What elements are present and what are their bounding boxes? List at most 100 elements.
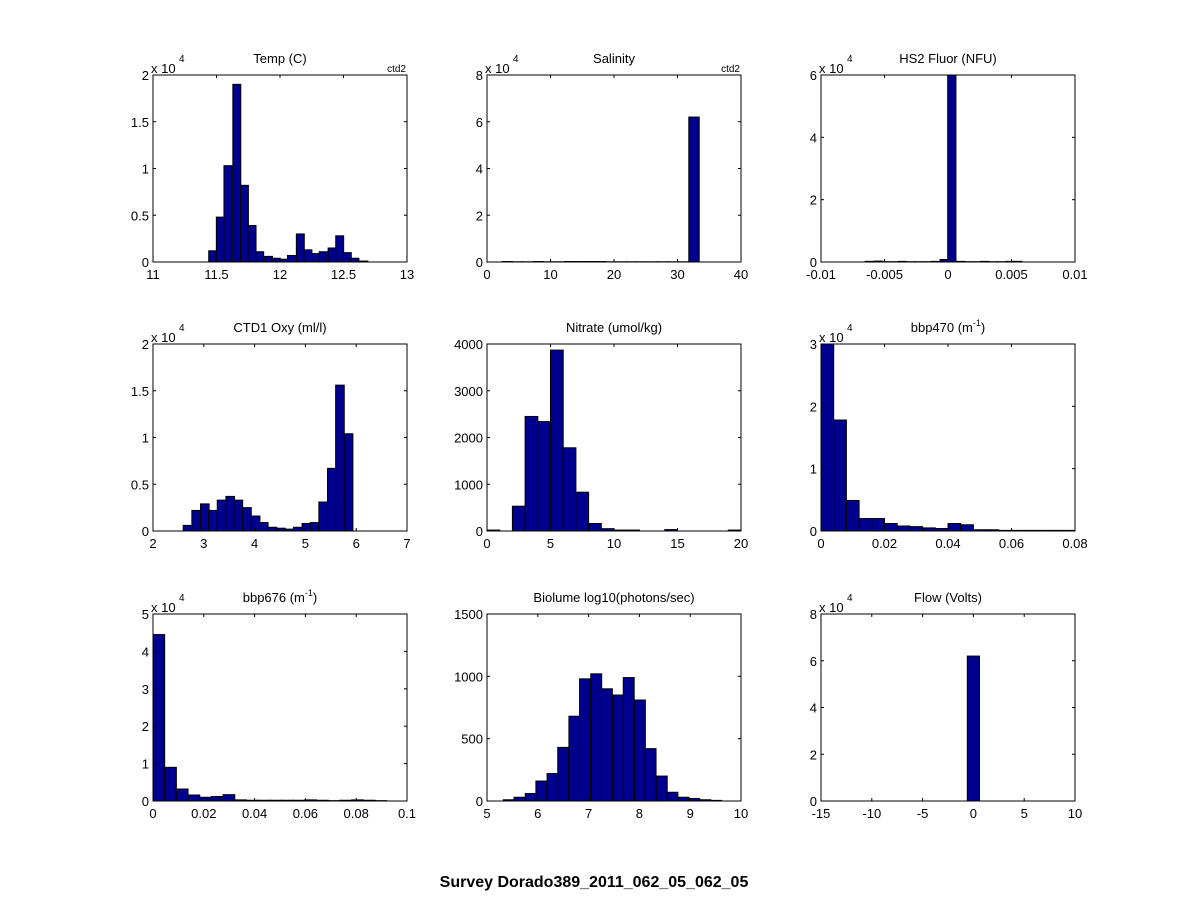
histogram-bar [550,349,564,532]
histogram-bar [966,655,980,802]
histogram-bar [960,524,974,532]
x-tick-label: 5 [302,536,309,551]
histogram-bar [524,415,539,532]
histogram-bar [223,165,233,263]
histogram-bar [335,384,345,532]
corner-label: ctd2 [387,64,406,75]
histogram-bar [858,518,873,532]
histogram-bar [210,796,224,802]
histogram-bar [225,495,236,532]
y-tick-label: 1000 [454,477,483,492]
histogram-bar [152,634,166,802]
histogram-bar [250,515,261,532]
y-tick-label: 8 [476,68,483,83]
y-exponent-power: 4 [179,54,185,65]
x-tick-label: 2 [149,536,156,551]
panel-title: CTD1 Oxy (ml/l) [233,320,326,335]
histogram-bar [247,225,257,263]
histogram-bar [286,254,296,263]
axes-box [152,343,408,532]
x-tick-label: 0 [944,267,951,282]
panel-title: Nitrate (umol/kg) [566,320,662,335]
x-tick-label: 5 [547,536,554,551]
histogram-bar [688,116,700,263]
histogram-bar [318,501,328,532]
histogram-bar [191,509,201,532]
panel-title: HS2 Fluor (NFU) [899,51,997,66]
y-exponent-power: 4 [179,323,185,334]
y-tick-label: 0.5 [131,477,149,492]
figure-title: Survey Dorado389_2011_062_05_062_05 [439,874,749,891]
histogram-bar [264,255,274,263]
x-tick-label: 10 [607,536,621,551]
histogram-bar [255,251,265,263]
y-tick-label: 1.5 [131,384,149,399]
y-tick-label: 8 [810,607,817,622]
x-tick-label: 3 [200,536,207,551]
histogram-bar [301,523,312,532]
histogram-bar [871,518,885,532]
histogram-bar [350,257,360,263]
y-exponent-power: 4 [179,593,185,604]
histogram-bar [537,421,551,532]
x-tick-label: 0.06 [293,806,318,821]
x-tick-label: 0.04 [935,536,960,551]
histogram-bar [182,524,193,532]
x-tick-label: -0.005 [866,267,903,282]
y-exponent-label: x 10 [151,600,176,615]
histogram-bar [511,505,526,532]
histogram-bar [215,216,225,263]
y-exponent-label: x 10 [819,600,844,615]
y-tick-label: 1500 [454,607,483,622]
histogram-bar [568,715,581,802]
histogram-bar [884,523,898,532]
histogram-bar [546,773,559,802]
histogram-bar [666,791,679,802]
x-tick-label: 9 [687,806,694,821]
x-tick-label: 0.005 [995,267,1028,282]
histogram-bar [318,251,328,263]
histogram-bar [562,447,577,532]
y-tick-label: 0 [142,524,149,539]
histogram-bar [579,678,592,802]
histogram-bar [271,257,281,263]
y-tick-label: 3 [142,682,149,697]
y-tick-label: 1 [142,431,149,446]
histogram-bar [335,235,345,263]
x-tick-label: 0.08 [344,806,369,821]
y-exponent-label: x 10 [819,330,844,345]
y-exponent-power: 4 [513,54,519,65]
histogram-bar [239,184,249,263]
x-tick-label: 13 [400,267,414,282]
y-exponent-label: x 10 [485,61,510,76]
corner-label: ctd2 [721,64,740,75]
x-tick-label: 10 [734,806,748,821]
y-tick-label: 2 [810,399,817,414]
x-tick-label: 4 [251,536,258,551]
x-tick-label: 30 [670,267,684,282]
histogram-bar [575,491,590,532]
x-tick-label: 10 [543,267,557,282]
histogram-bar [845,499,860,532]
axes-box [486,74,742,263]
y-tick-label: 2 [476,208,483,223]
histogram-bar [600,688,613,802]
x-tick-label: 5 [1021,806,1028,821]
histogram-bar [242,507,252,532]
x-tick-label: -5 [917,806,929,821]
histogram-bar [208,250,218,263]
histogram-bar [232,83,242,263]
histogram-bar [622,677,635,802]
x-tick-label: 10 [1068,806,1082,821]
y-tick-label: 1 [142,757,149,772]
panel-title: Salinity [593,51,635,66]
y-tick-label: 1 [142,162,149,177]
y-tick-label: 0 [810,524,817,539]
histogram-bar [267,526,278,532]
y-exponent-power: 4 [847,323,853,334]
panel-title: bbp470 (m-1) [911,318,986,335]
histogram-bar [909,526,924,532]
axes-box [486,613,742,802]
